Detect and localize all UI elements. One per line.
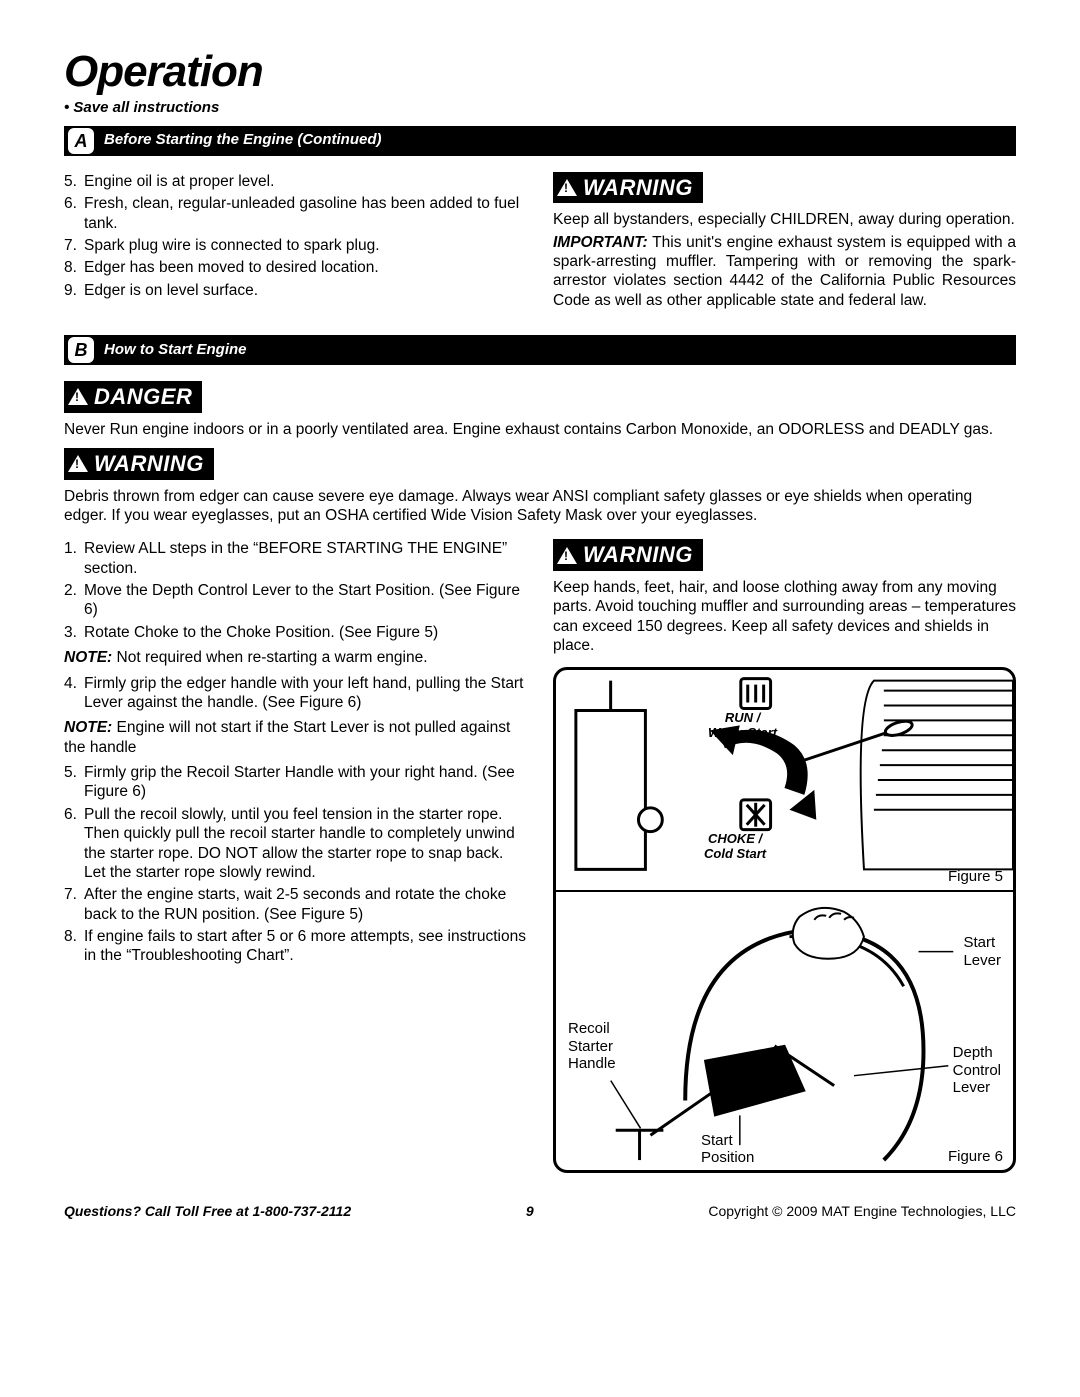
item-num: 7.	[64, 236, 84, 255]
note-label: NOTE:	[64, 649, 112, 666]
checklist: 5.Engine oil is at proper level. 6.Fresh…	[64, 172, 527, 300]
step-num: 4.	[64, 674, 84, 713]
figure-6-caption: Figure 6	[948, 1148, 1003, 1167]
note-text: Engine will not start if the Start Lever…	[64, 719, 510, 755]
danger-label: DANGER	[94, 383, 192, 411]
note-2: NOTE: Engine will not start if the Start…	[64, 718, 527, 757]
section-b-letter: B	[68, 337, 94, 363]
section-a-title: Before Starting the Engine (Continued)	[104, 131, 382, 150]
danger-triangle-icon	[68, 388, 88, 405]
footer-copyright: Copyright © 2009 MAT Engine Technologies…	[708, 1203, 1016, 1221]
item-text: Edger has been moved to desired location…	[84, 258, 379, 277]
item-num: 6.	[64, 194, 84, 233]
step-num: 5.	[64, 763, 84, 802]
steps-list: 1.Review ALL steps in the “BEFORE STARTI…	[64, 539, 527, 642]
warning-label-3: WARNING	[583, 541, 693, 569]
page-footer: Questions? Call Toll Free at 1-800-737-2…	[64, 1203, 1016, 1221]
section-b-columns: 1.Review ALL steps in the “BEFORE STARTI…	[64, 533, 1016, 1173]
step-text: Review ALL steps in the “BEFORE STARTING…	[84, 539, 527, 578]
warning-text-3: Keep hands, feet, hair, and loose clothi…	[553, 578, 1016, 656]
figure-5: RUN /Warm Start CHOKE /Cold Start Figure…	[556, 670, 1013, 890]
section-a-right-col: WARNING Keep all bystanders, especially …	[553, 166, 1016, 313]
figure-6: Recoil Starter Handle Start Lever Depth …	[556, 890, 1013, 1170]
item-text: Edger is on level surface.	[84, 281, 258, 300]
warning-box: WARNING	[553, 172, 703, 204]
figure-6-illustration	[556, 892, 1013, 1170]
warning-label-2: WARNING	[94, 450, 204, 478]
section-a-left-col: 5.Engine oil is at proper level. 6.Fresh…	[64, 166, 527, 313]
figure-5-illustration	[556, 670, 1013, 890]
item-text: Spark plug wire is connected to spark pl…	[84, 236, 380, 255]
step-num: 3.	[64, 623, 84, 642]
footer-left: Questions? Call Toll Free at 1-800-737-2…	[64, 1203, 351, 1221]
step-num: 7.	[64, 885, 84, 924]
note-text: Not required when re-starting a warm eng…	[112, 649, 427, 666]
step-num: 2.	[64, 581, 84, 620]
page-title: Operation	[64, 44, 1016, 99]
step-text: If engine fails to start after 5 or 6 mo…	[84, 927, 527, 966]
item-num: 9.	[64, 281, 84, 300]
fig5-choke-label: CHOKE /Cold Start	[704, 832, 766, 861]
warning-text: Keep all bystanders, especially CHILDREN…	[553, 210, 1016, 229]
step-num: 1.	[64, 539, 84, 578]
step-num: 6.	[64, 805, 84, 883]
step-text: After the engine starts, wait 2-5 second…	[84, 885, 527, 924]
figure-container: RUN /Warm Start CHOKE /Cold Start Figure…	[553, 667, 1016, 1173]
step-num: 8.	[64, 927, 84, 966]
step-text: Rotate Choke to the Choke Position. (See…	[84, 623, 438, 642]
warning-text-2: Debris thrown from edger can cause sever…	[64, 487, 1016, 526]
warning-triangle-icon	[557, 179, 577, 196]
item-num: 8.	[64, 258, 84, 277]
warning-label: WARNING	[583, 174, 693, 202]
warning-box-2: WARNING	[64, 448, 214, 480]
section-a-letter: A	[68, 128, 94, 154]
fig5-run-label: RUN /Warm Start	[708, 711, 777, 740]
item-text: Engine oil is at proper level.	[84, 172, 274, 191]
warning-triangle-icon	[557, 547, 577, 564]
danger-text: Never Run engine indoors or in a poorly …	[64, 420, 1016, 439]
important-paragraph: IMPORTANT: This unit's engine exhaust sy…	[553, 233, 1016, 311]
item-num: 5.	[64, 172, 84, 191]
section-b-right-col: WARNING Keep hands, feet, hair, and loos…	[553, 533, 1016, 1173]
step-text: Firmly grip the edger handle with your l…	[84, 674, 527, 713]
section-a-bar: A Before Starting the Engine (Continued)	[64, 126, 1016, 156]
note-label: NOTE:	[64, 719, 112, 736]
fig6-depth-label: Depth Control Lever	[953, 1044, 1001, 1096]
section-b-left-col: 1.Review ALL steps in the “BEFORE STARTI…	[64, 533, 527, 1173]
important-label: IMPORTANT:	[553, 234, 648, 251]
note-1: NOTE: Not required when re-starting a wa…	[64, 648, 527, 667]
warning-box-3: WARNING	[553, 539, 703, 571]
steps-list-3: 5.Firmly grip the Recoil Starter Handle …	[64, 763, 527, 966]
footer-page-number: 9	[526, 1203, 534, 1221]
section-b-bar: B How to Start Engine	[64, 335, 1016, 365]
fig6-start-lever-label: Start Lever	[963, 934, 1001, 969]
warning-triangle-icon	[68, 455, 88, 472]
step-text: Firmly grip the Recoil Starter Handle wi…	[84, 763, 527, 802]
steps-list-2: 4.Firmly grip the edger handle with your…	[64, 674, 527, 713]
figure-5-caption: Figure 5	[948, 868, 1003, 887]
section-b-title: How to Start Engine	[104, 341, 247, 360]
item-text: Fresh, clean, regular-unleaded gasoline …	[84, 194, 527, 233]
step-text: Pull the recoil slowly, until you feel t…	[84, 805, 527, 883]
fig6-recoil-label: Recoil Starter Handle	[568, 1020, 616, 1072]
step-text: Move the Depth Control Lever to the Star…	[84, 581, 527, 620]
section-a-columns: 5.Engine oil is at proper level. 6.Fresh…	[64, 166, 1016, 313]
danger-box: DANGER	[64, 381, 202, 413]
fig6-start-pos-label: StartPosition	[701, 1132, 754, 1167]
page-subtitle: • Save all instructions	[64, 99, 1016, 118]
